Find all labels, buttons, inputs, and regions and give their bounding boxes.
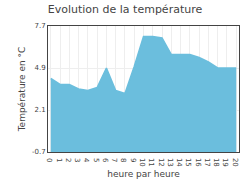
svg-text:20: 20 — [231, 158, 239, 167]
svg-text:10: 10 — [138, 158, 146, 167]
svg-text:2.1: 2.1 — [34, 106, 45, 114]
svg-text:9: 9 — [129, 158, 137, 162]
svg-text:-0.7: -0.7 — [32, 148, 46, 156]
svg-text:heure par heure: heure par heure — [107, 169, 180, 179]
svg-text:7.7: 7.7 — [34, 22, 45, 30]
svg-text:7: 7 — [110, 158, 118, 162]
svg-text:4: 4 — [82, 158, 90, 163]
svg-text:8: 8 — [119, 158, 127, 162]
svg-text:3: 3 — [73, 158, 81, 162]
svg-text:17: 17 — [203, 158, 211, 167]
svg-text:11: 11 — [147, 158, 155, 167]
svg-text:4.9: 4.9 — [34, 64, 45, 72]
svg-text:2: 2 — [64, 158, 72, 162]
svg-text:13: 13 — [166, 158, 174, 167]
svg-text:6: 6 — [101, 158, 109, 163]
svg-text:Température en °C: Température en °C — [17, 47, 27, 133]
svg-text:1: 1 — [55, 158, 63, 162]
svg-text:18: 18 — [212, 158, 220, 167]
svg-text:15: 15 — [184, 158, 192, 167]
svg-text:5: 5 — [92, 158, 100, 162]
svg-text:16: 16 — [194, 158, 202, 167]
svg-text:12: 12 — [157, 158, 165, 167]
svg-text:19: 19 — [221, 158, 229, 167]
svg-text:14: 14 — [175, 158, 183, 167]
svg-text:0: 0 — [45, 158, 53, 162]
svg-text:Evolution de la température: Evolution de la température — [48, 3, 203, 16]
